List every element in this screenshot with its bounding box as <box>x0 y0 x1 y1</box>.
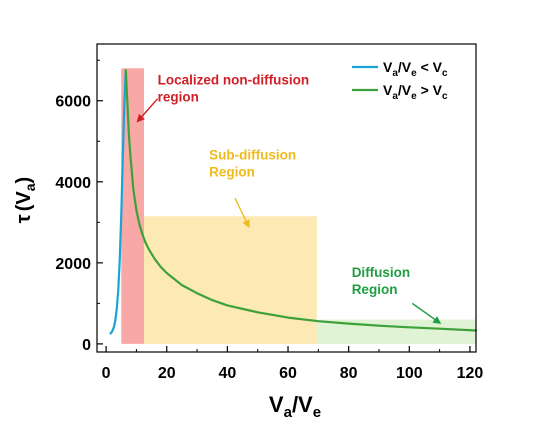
y-tick-label: 4000 <box>55 175 91 192</box>
annotation-0: Localized non-diffusion region <box>158 73 310 105</box>
legend: Va/Ve < Vc Va/Ve > Vc <box>352 59 448 102</box>
region-0 <box>121 68 144 344</box>
x-tick-label: 100 <box>396 365 423 382</box>
y-axis-title: τ(Va) <box>13 177 38 223</box>
x-tick-label: 40 <box>218 365 236 382</box>
annotation-2: Diffusion Region <box>352 265 411 297</box>
x-axis-title: Va/Ve <box>269 392 321 421</box>
x-tick-label: 80 <box>340 365 358 382</box>
x-tick-label: 20 <box>158 365 176 382</box>
x-tick-label: 60 <box>279 365 297 382</box>
y-tick-label: 0 <box>82 337 91 354</box>
series-line-0 <box>109 69 127 335</box>
series-lines <box>109 69 478 335</box>
annotations: Localized non-diffusion region Sub-diffusi… <box>136 73 442 324</box>
series-line-1 <box>124 69 478 332</box>
y-tick-label: 2000 <box>55 256 91 273</box>
annotation-1: Sub-diffusion Region <box>209 148 296 180</box>
region-1 <box>143 216 317 344</box>
annotation-arrow-1 <box>234 197 250 229</box>
annotation-arrow-0 <box>136 98 159 123</box>
axis-ticks: 0 20 40 60 80 100 120 0 2000 4000 6000 <box>55 59 484 382</box>
annotation-arrow-2 <box>411 302 442 324</box>
shaded-regions <box>121 68 476 344</box>
x-tick-label: 120 <box>457 365 484 382</box>
y-tick-label: 6000 <box>55 94 91 111</box>
legend-label-1: Va/Ve > Vc <box>383 82 448 102</box>
legend-label-0: Va/Ve < Vc <box>383 59 448 79</box>
plot-frame <box>96 43 477 353</box>
x-tick-label: 0 <box>102 365 111 382</box>
